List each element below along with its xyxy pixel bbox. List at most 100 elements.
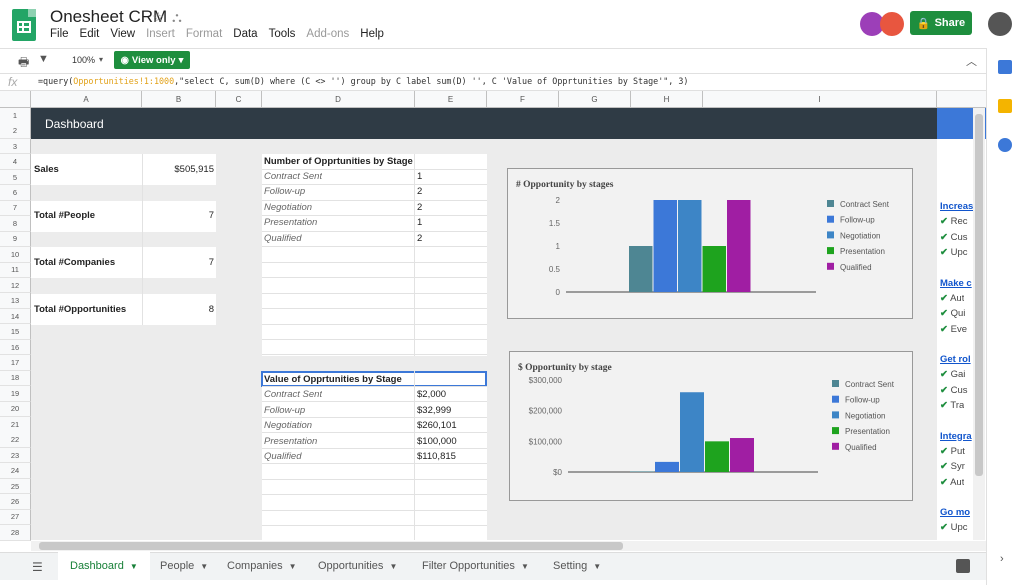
chart-opportunity-count[interactable]: # Opportunity by stages 0 0.5 1 1.5 2 Contract…	[507, 168, 913, 319]
menu-data[interactable]: Data	[233, 28, 258, 40]
column-header[interactable]: I	[703, 91, 937, 108]
row-header[interactable]: 23	[0, 447, 31, 464]
side-link-title[interactable]: Get rol	[940, 354, 971, 365]
column-header[interactable]: C	[216, 91, 262, 108]
menu-help[interactable]: Help	[360, 28, 384, 40]
bar	[678, 200, 702, 292]
drive-status-icon[interactable]: ⛬	[172, 9, 182, 25]
row-header[interactable]: 3	[0, 138, 31, 155]
row-header[interactable]: 8	[0, 216, 31, 232]
tab-companies[interactable]: Companies ▼	[227, 560, 297, 572]
column-header[interactable]: E	[415, 91, 487, 108]
menu-insert[interactable]: Insert	[146, 28, 175, 40]
side-apps-panel	[986, 48, 1024, 585]
menu-tools[interactable]: Tools	[268, 28, 296, 40]
tab-filter-opportunities[interactable]: Filter Opportunities ▼	[422, 560, 529, 572]
menu-view[interactable]: View	[110, 28, 136, 40]
side-link-item: ✔ Syr	[940, 461, 965, 472]
row-header[interactable]: 28	[0, 525, 31, 541]
collaborator-avatar[interactable]	[880, 12, 904, 36]
row-header[interactable]: 24	[0, 463, 31, 479]
select-all-corner[interactable]	[0, 91, 31, 108]
row-header[interactable]: 14	[0, 308, 31, 325]
stage-label: Qualified	[264, 233, 302, 244]
row-header[interactable]: 25	[0, 478, 31, 495]
row-header[interactable]: 2	[0, 123, 31, 139]
column-header[interactable]: F	[487, 91, 559, 108]
tab-people[interactable]: People ▼	[160, 560, 209, 572]
row-header[interactable]: 12	[0, 277, 31, 294]
vertical-scrollbar[interactable]	[973, 108, 985, 540]
tab-dashboard[interactable]: Dashboard ▼	[58, 552, 150, 580]
row-header[interactable]: 26	[0, 494, 31, 510]
stage-value: $32,999	[417, 405, 452, 416]
column-header[interactable]: D	[262, 91, 415, 108]
legend-label: Contract Sent	[840, 200, 890, 209]
legend-swatch	[832, 442, 839, 450]
row-header[interactable]: 5	[0, 169, 31, 186]
menu-edit[interactable]: Edit	[79, 28, 100, 40]
chevron-down-icon: ▼	[288, 561, 297, 571]
calendar-icon[interactable]	[998, 60, 1012, 74]
row-header[interactable]: 17	[0, 355, 31, 371]
filter-icon[interactable]: ▼	[38, 53, 49, 65]
row-header[interactable]: 10	[0, 247, 31, 263]
row-header[interactable]: 15	[0, 324, 31, 340]
side-link-title[interactable]: Make c	[940, 277, 972, 289]
row-header[interactable]: 27	[0, 509, 31, 526]
scrollbar-thumb[interactable]	[39, 542, 623, 550]
stage-label: Presentation	[264, 217, 318, 228]
keep-icon[interactable]	[998, 99, 1012, 113]
row-header[interactable]: 11	[0, 262, 31, 278]
menu-format[interactable]: Format	[185, 28, 223, 40]
row-header[interactable]: 18	[0, 370, 31, 387]
side-link-title[interactable]: Integra	[940, 430, 972, 442]
row-header[interactable]: 16	[0, 339, 31, 356]
formula-input[interactable]: =query(Opportunities!1:1000,"select C, s…	[38, 76, 689, 86]
menu-file[interactable]: File	[50, 28, 69, 40]
horizontal-scrollbar[interactable]	[31, 541, 986, 551]
stage-value: $2,000	[417, 389, 447, 400]
print-icon[interactable]: 🖶	[18, 55, 30, 69]
chevron-right-icon[interactable]: ›	[1000, 553, 1004, 565]
row-header[interactable]: 7	[0, 200, 31, 217]
collapse-toolbar-icon[interactable]: ︿	[966, 56, 977, 68]
bar	[655, 461, 679, 472]
star-icon[interactable]: ☆	[152, 9, 165, 25]
side-link-title[interactable]: Increas	[940, 201, 974, 212]
sheets-logo-icon[interactable]	[12, 9, 36, 41]
chevron-down-icon: ▼	[593, 561, 602, 571]
share-button[interactable]: 🔒 Share	[910, 11, 972, 35]
row-header[interactable]: 22	[0, 432, 31, 448]
row-header[interactable]: 9	[0, 231, 31, 248]
document-title[interactable]: Onesheet CRM	[50, 7, 168, 26]
all-sheets-icon[interactable]: ☰	[32, 560, 43, 574]
view-only-button[interactable]: ◉ View only ▾	[114, 51, 190, 69]
sheet-grid[interactable]: Dashboard Sales $505,915 Total #People 7…	[31, 108, 986, 540]
stage-value: $110,815	[417, 451, 456, 462]
zoom-select[interactable]: 100%	[72, 55, 96, 65]
scrollbar-thumb[interactable]	[975, 114, 983, 476]
column-header[interactable]: G	[559, 91, 631, 108]
row-header[interactable]: 21	[0, 417, 31, 433]
row-header[interactable]: 1	[0, 108, 31, 124]
tab-setting[interactable]: Setting ▼	[553, 560, 602, 572]
row-header[interactable]: 19	[0, 386, 31, 402]
row-header[interactable]: 6	[0, 185, 31, 201]
chevron-down-icon: ▼	[129, 561, 138, 571]
column-header[interactable]: A	[31, 91, 142, 108]
column-header[interactable]: B	[142, 91, 216, 108]
column-header[interactable]: H	[631, 91, 703, 108]
tasks-icon[interactable]	[998, 138, 1012, 152]
user-avatar[interactable]	[988, 12, 1012, 36]
row-header[interactable]: 13	[0, 293, 31, 309]
row-header[interactable]: 4	[0, 154, 31, 170]
side-link-title[interactable]: Go mo	[940, 507, 971, 518]
chart-opportunity-value[interactable]: $ Opportunity by stage $0 $100,000 $200,000…	[509, 351, 913, 501]
bar	[653, 200, 677, 292]
tab-opportunities[interactable]: Opportunities ▼	[318, 560, 398, 572]
explore-icon[interactable]	[956, 559, 970, 573]
menu-addons[interactable]: Add-ons	[306, 28, 350, 40]
bar	[727, 200, 751, 292]
row-header[interactable]: 20	[0, 401, 31, 418]
